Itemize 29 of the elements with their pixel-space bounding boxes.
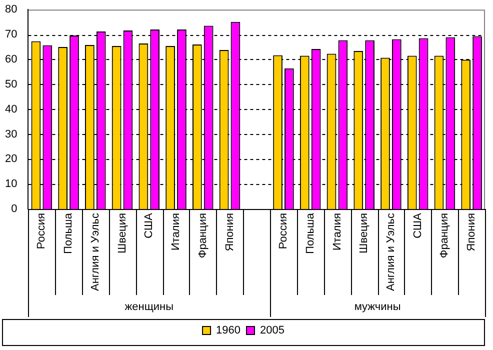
y-tick-label: 20 <box>4 153 18 166</box>
x-tick-label: Англия и Уэльс <box>89 212 102 291</box>
x-tick-label: США <box>412 212 424 238</box>
x-tick-label: Франция <box>196 212 209 258</box>
text: мужчины <box>354 301 401 314</box>
x-tick-label: Россия <box>278 212 290 250</box>
x-tick-label: Италия <box>170 213 182 250</box>
x-tick-label: Франция <box>438 212 451 258</box>
x-tick-label: Англия и Уэльс <box>384 212 397 291</box>
text: женщины <box>124 301 174 314</box>
x-tick-label: Россия <box>36 212 48 250</box>
y-tick-label: 0 <box>11 203 18 216</box>
x-tick-label: Швеция <box>358 212 370 254</box>
legend-label: 1960 <box>216 324 241 337</box>
y-tick-label: 60 <box>4 53 18 66</box>
y-tick-label: 40 <box>4 103 18 116</box>
y-tick-label: 10 <box>4 178 18 190</box>
x-tick-label: Польша <box>62 212 75 254</box>
x-tick-label: Япония <box>466 213 478 252</box>
legend-label: 2005 <box>260 324 284 337</box>
x-tick-label: Италия <box>331 213 344 250</box>
x-tick-label: Швеция <box>116 212 128 254</box>
y-tick-label: 70 <box>4 28 18 41</box>
y-tick-label: 30 <box>4 128 18 140</box>
x-tick-label: Польша <box>304 212 316 254</box>
x-tick-label: США <box>143 212 156 238</box>
y-tick-label: 80 <box>4 4 18 16</box>
x-tick-label: Япония <box>224 213 236 252</box>
y-tick-label: 50 <box>4 78 18 90</box>
